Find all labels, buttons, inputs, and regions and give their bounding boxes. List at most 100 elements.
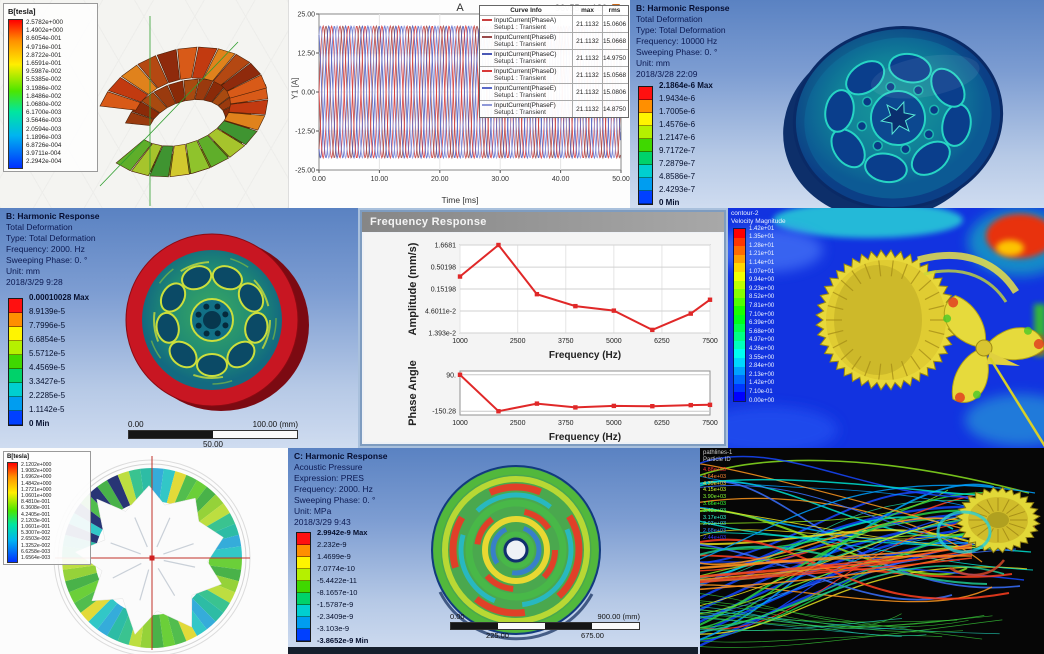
- acoustic-pressure-plot: [431, 465, 601, 641]
- torus-b-field-plot: [99, 16, 269, 206]
- torus-segment: [156, 49, 180, 84]
- legend-value: 1.6564e-003: [21, 555, 51, 561]
- disc-hole: [168, 340, 198, 369]
- legend-value: 2.6503e-002: [21, 536, 51, 543]
- svg-text:10.00: 10.00: [371, 176, 389, 183]
- curve-swatch-icon: [482, 36, 492, 39]
- legend-value: 5.68e+00: [749, 328, 775, 335]
- legend-value: 1.7005e-6: [659, 107, 696, 117]
- torus-segment: [107, 76, 149, 103]
- legend-value: 0.00e+00: [749, 397, 775, 404]
- legend-value: 8.6054e-001: [26, 35, 62, 43]
- torus-segment: [203, 48, 236, 82]
- streamline: [700, 480, 1021, 589]
- legend-value: 3.9711e-004: [26, 150, 61, 158]
- torus-segment: [185, 140, 211, 175]
- curve-swatch-icon: [482, 70, 492, 73]
- streamline: [700, 532, 1034, 571]
- annotation-line: Unit: MPa: [294, 506, 332, 516]
- rotor-sector: [208, 546, 242, 558]
- streamline: [700, 543, 953, 601]
- torus-segment: [124, 111, 155, 126]
- legend-value: 1.0601e-001: [21, 524, 51, 530]
- svg-text:Frequency (Hz): Frequency (Hz): [549, 350, 621, 361]
- annotation-line: Sweeping Phase: 0. °: [6, 255, 88, 265]
- legend-value: 9.5987e-002: [26, 68, 62, 76]
- result-annotation: C: Harmonic Response Acoustic Pressure Exp…: [294, 451, 388, 528]
- legend-value: 2.1864e-6 Max: [659, 81, 713, 91]
- disc-hole: [211, 265, 243, 291]
- streamline: [700, 593, 969, 627]
- scale-bar: [450, 622, 640, 630]
- rotor-sector: [97, 480, 124, 513]
- annotation-line: Type: Total Deformation: [636, 25, 726, 35]
- streamline: [700, 609, 902, 628]
- annotation-line: Unit: mm: [6, 266, 40, 276]
- velocity-colorbar: contour-2 Velocity Magnitude 1.42e+01 1.35e…: [731, 210, 786, 409]
- svg-text:6250: 6250: [654, 420, 670, 427]
- streamline: [700, 566, 1028, 635]
- streamline: [700, 484, 1036, 560]
- pressure-ring: [458, 492, 574, 608]
- origin-marker: [149, 555, 155, 561]
- streamline: [700, 555, 973, 570]
- streamline: [700, 635, 943, 643]
- scale-q3: 675.00: [581, 631, 604, 640]
- legend-value: 3.66e+03: [703, 500, 727, 507]
- legend-value: 6.6258e-003: [21, 548, 51, 555]
- streamline: [700, 602, 964, 633]
- legend-value: 3.3427e-5: [29, 377, 66, 387]
- legend-value: 9.7172e-7: [659, 146, 696, 156]
- panel-cfd-velocity: contour-2 Velocity Magnitude 1.42e+01 1.35e…: [728, 208, 1044, 448]
- rotor-sector: [192, 592, 224, 622]
- legend-value: 1.21e+01: [749, 251, 775, 258]
- torus-segment: [177, 46, 198, 80]
- legend-value: 6.3608e-001: [21, 505, 51, 512]
- legend-value: 6.39e+00: [749, 320, 775, 327]
- legend-value: 7.10e+00: [749, 311, 775, 318]
- b-field-colorbar: B[tesla] 2.1202e+000 1.9082e+000 1.6962e+0…: [3, 451, 91, 566]
- svg-text:12.50: 12.50: [297, 51, 315, 58]
- rotor-sector: [88, 598, 118, 630]
- table-row: InputCurrent(PhaseF) Setup1 : Transient 21…: [480, 100, 628, 117]
- legend-value: 2.4293e-7: [659, 185, 696, 195]
- torus-segment: [228, 99, 269, 115]
- legend-value: 1.6962e+000: [21, 474, 52, 481]
- legend-value: 7.81e+00: [749, 302, 775, 309]
- legend-value: 1.14e+01: [749, 259, 775, 266]
- table-row: InputCurrent(PhaseA) Setup1 : Transient 21…: [480, 15, 628, 32]
- legend-value: 1.4902e+000: [26, 27, 63, 35]
- rotor-sector: [186, 598, 216, 630]
- streamline: [700, 545, 973, 577]
- legend-value: 3.55e+00: [749, 354, 775, 361]
- legend-value: 4.8586e-7: [659, 172, 696, 182]
- phase-curve: [459, 374, 711, 413]
- curve-swatch-icon: [482, 19, 492, 22]
- fan: [943, 295, 1044, 403]
- legend-value: 4.15e+03: [703, 487, 727, 494]
- legend-value: 2.2942e-004: [26, 158, 62, 166]
- legend-color-bar: [733, 228, 746, 402]
- streamline: [700, 619, 1003, 648]
- streamline: [700, 518, 1001, 611]
- legend-value: 1.2147e-6: [659, 133, 696, 143]
- svg-text:25.00: 25.00: [297, 12, 315, 19]
- rotor-sector: [62, 565, 97, 582]
- rotor-sector: [128, 468, 145, 503]
- svg-text:5000: 5000: [606, 338, 622, 345]
- rotor-sector: [207, 565, 242, 582]
- table-header: Curve Info: [510, 7, 542, 14]
- legend-value: 1.6591e-001: [26, 60, 62, 67]
- legend-value: 6.6854e-5: [29, 335, 66, 345]
- legend-value: 2.1202e+000: [21, 462, 52, 468]
- legend-value: 2.1203e-001: [21, 517, 51, 524]
- disc-hole: [226, 340, 256, 369]
- legend-value: 3.90e+03: [703, 494, 727, 501]
- window-titlebar[interactable]: Frequency Response: [362, 212, 724, 232]
- svg-text:7500: 7500: [702, 338, 718, 345]
- svg-text:50.00: 50.00: [612, 176, 630, 183]
- streamline: [700, 615, 993, 632]
- impeller: [955, 486, 1041, 554]
- disc-hole: [181, 265, 213, 291]
- torus-segment: [141, 92, 168, 114]
